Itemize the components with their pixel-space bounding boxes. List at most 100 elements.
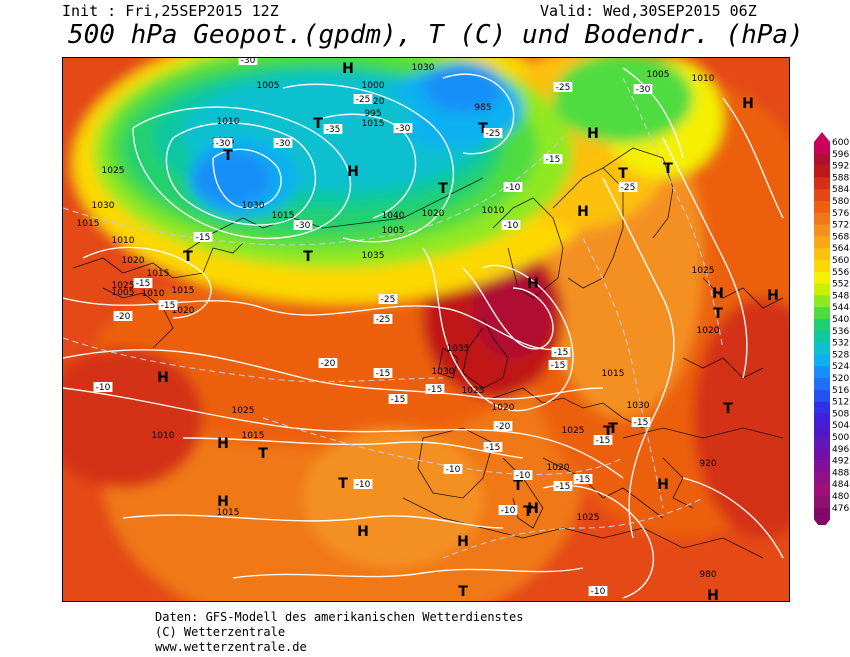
isobar-label: 1030 <box>412 63 435 73</box>
map-title: 500 hPa Geopot.(gpdm), T (C) und Bodendr… <box>68 20 804 50</box>
temp-label-box <box>425 384 445 394</box>
legend-swatch <box>814 342 830 355</box>
isobar-label: 1020 <box>362 97 385 107</box>
legend-swatch <box>814 354 830 367</box>
temp-label-box <box>633 84 653 94</box>
legend-label: 524 <box>832 362 849 372</box>
legend-swatch <box>814 330 830 343</box>
temp-label-box <box>443 464 463 474</box>
low-label: T <box>458 584 468 600</box>
isobar-label: 1015 <box>217 508 240 518</box>
high-label: H <box>342 61 354 77</box>
isobar-label: 1015 <box>362 119 385 129</box>
isobar-label: 1010 <box>112 236 135 246</box>
isobar-label: 1025 <box>102 166 125 176</box>
copyright: (C) Wetterzentrale <box>155 625 286 639</box>
temp-label-box <box>551 347 571 357</box>
isobar-label: 1020 <box>422 209 445 219</box>
temp-label: -25 <box>356 95 371 105</box>
temp-label-box <box>158 300 178 310</box>
legend-label: 532 <box>832 339 849 349</box>
temp-label: -15 <box>551 361 566 371</box>
temp-label: -25 <box>376 315 391 325</box>
website-link[interactable]: www.wetterzentrale.de <box>155 640 307 654</box>
low-label: T <box>338 476 348 492</box>
isobar-label: 1020 <box>547 463 570 473</box>
temp-label: -30 <box>216 139 231 149</box>
temp-label: -20 <box>496 422 511 432</box>
coastlines <box>72 147 784 559</box>
temp-label: -15 <box>486 443 501 453</box>
low-label: T <box>523 504 533 520</box>
temperature-value-labels: -30-30-25-35-30-30 -25-30-25-15-10-10-15-… <box>93 58 653 597</box>
legend-swatch <box>814 142 830 155</box>
legend-swatch <box>814 484 830 497</box>
temp-label: -30 <box>396 124 411 134</box>
temp-label: -15 <box>161 301 176 311</box>
temp-label-box <box>388 394 408 404</box>
legend-label: 572 <box>832 221 849 231</box>
isobar-label: 1005 <box>257 81 280 91</box>
isobar-label: 1020 <box>122 256 145 266</box>
legend-label: 488 <box>832 468 849 478</box>
high-label: H <box>217 494 229 510</box>
temp-label-box <box>373 314 393 324</box>
temp-label-box <box>238 58 258 65</box>
high-label: H <box>707 588 719 601</box>
isobar-label: 1025 <box>462 386 485 396</box>
color-legend: 6005965925885845805765725685645605565525… <box>814 132 849 525</box>
legend-label: 536 <box>832 327 849 337</box>
isobar-label: 1015 <box>77 219 100 229</box>
temp-label: -30 <box>296 221 311 231</box>
high-label: H <box>347 164 359 180</box>
legend-label: 560 <box>832 256 849 266</box>
low-label: T <box>438 181 448 197</box>
high-label: H <box>587 126 599 142</box>
low-label: T <box>618 166 628 182</box>
legend-swatch <box>814 507 830 520</box>
temp-label: -10 <box>96 383 111 393</box>
isobar-label: 1010 <box>482 206 505 216</box>
temp-label-box <box>593 435 613 445</box>
temp-label-box <box>193 232 213 242</box>
legend-swatch <box>814 472 830 485</box>
temp-label-box <box>318 358 338 368</box>
legend-label: 600 <box>832 138 849 148</box>
temp-label-box <box>93 382 113 392</box>
legend-label: 556 <box>832 268 849 278</box>
temp-label-box <box>323 124 343 134</box>
temp-label: -25 <box>381 295 396 305</box>
temp-label-box <box>501 220 521 230</box>
temp-label-box <box>393 123 413 133</box>
isobar-label: 1015 <box>147 269 170 279</box>
isobar-label: 1025 <box>577 513 600 523</box>
temp-label-box <box>213 138 233 148</box>
high-pressure-labels: HHHHHHHHHHHHHHHHH <box>157 61 779 601</box>
data-source: Daten: GFS-Modell des amerikanischen Wet… <box>155 610 524 624</box>
temp-label-box <box>353 479 373 489</box>
isobar-label: 995 <box>364 109 381 119</box>
temp-label-box <box>493 421 513 431</box>
legend-label: 520 <box>832 374 849 384</box>
isobar-label: 1035 <box>362 251 385 261</box>
temp-label: -25 <box>486 129 501 139</box>
legend-label: 516 <box>832 386 849 396</box>
isobar-label: 1000 <box>362 81 385 91</box>
temp-label: -15 <box>136 279 151 289</box>
legend-swatch <box>814 295 830 308</box>
legend-swatch <box>814 153 830 166</box>
temp-label-box <box>553 481 573 491</box>
isobar-label: 1015 <box>172 286 195 296</box>
high-label: H <box>457 534 469 550</box>
high-label: H <box>217 436 229 452</box>
isobar-label: 1025 <box>692 266 715 276</box>
temp-label: -30 <box>636 85 651 95</box>
isobar-label: 1025 <box>562 426 585 436</box>
temp-label: -15 <box>196 233 211 243</box>
legend-label: 528 <box>832 350 849 360</box>
high-label: H <box>527 501 539 517</box>
isobar-label: 1010 <box>142 289 165 299</box>
temp-label-box <box>588 586 608 596</box>
legend-swatch <box>814 448 830 461</box>
